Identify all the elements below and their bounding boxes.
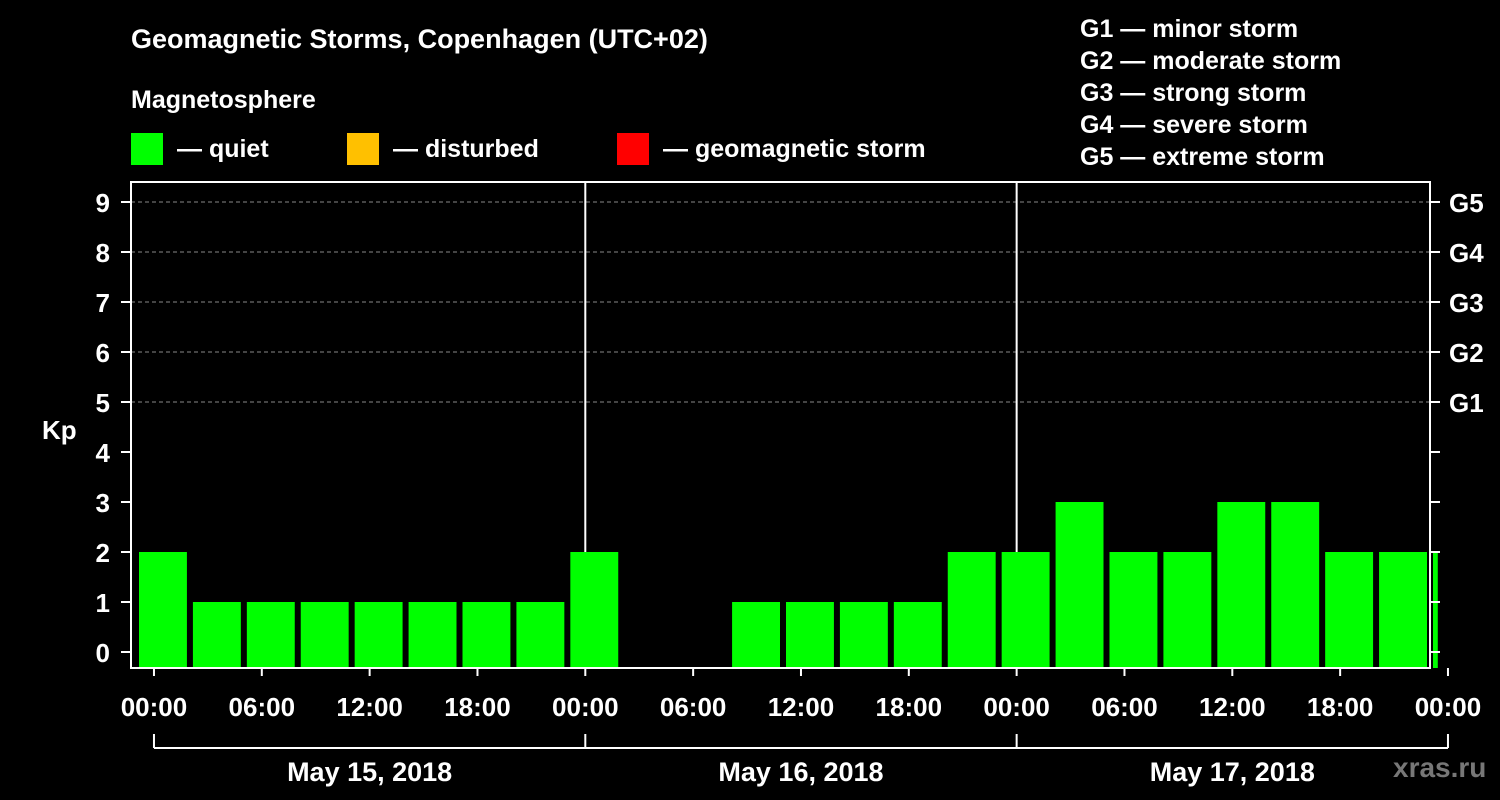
y-tick-label: 9 [96, 188, 110, 218]
x-tick-label: 06:00 [229, 692, 296, 722]
x-tick-label: 12:00 [768, 692, 835, 722]
x-tick-label: 12:00 [336, 692, 403, 722]
y-tick-label: 4 [96, 438, 111, 468]
y-axis-label: Kp [42, 415, 77, 445]
kp-bar [947, 552, 996, 668]
x-tick-label: 06:00 [1091, 692, 1158, 722]
bar-series [139, 502, 1438, 668]
right-axis-label-g4: G4 [1449, 238, 1484, 268]
legend-swatch-quiet [131, 133, 163, 165]
kp-bar [1055, 502, 1104, 668]
kp-bar [1163, 552, 1212, 668]
kp-bar [354, 602, 403, 668]
day-label: May 15, 2018 [287, 757, 452, 787]
storm-scale-g5: G5 — extreme storm [1080, 143, 1325, 171]
storm-scale-legend: G1 — minor storm G2 — moderate storm G3 … [1080, 13, 1341, 173]
y-tick-label: 6 [96, 338, 110, 368]
storm-scale-g1: G1 — minor storm [1080, 15, 1299, 43]
right-axis-label-g2: G2 [1449, 338, 1484, 368]
x-tick-label: 00:00 [983, 692, 1050, 722]
x-tick-label: 18:00 [444, 692, 511, 722]
right-axis-label-g5: G5 [1449, 188, 1484, 218]
kp-bar [839, 602, 888, 668]
x-tick-label: 06:00 [660, 692, 727, 722]
kp-bar [408, 602, 457, 668]
axes [130, 181, 1431, 669]
legend-label-quiet: — quiet [177, 135, 269, 163]
storm-scale-g3: G3 — strong storm [1080, 79, 1307, 107]
x-tick-label: 00:00 [1415, 692, 1482, 722]
y-tick-label: 5 [96, 388, 110, 418]
right-axis-label-g1: G1 [1449, 388, 1484, 418]
watermark: xras.ru [1393, 752, 1487, 783]
y-tick-label: 8 [96, 238, 110, 268]
kp-bar [516, 602, 565, 668]
storm-scale-g2: G2 — moderate storm [1080, 47, 1342, 75]
x-tick-label: 12:00 [1199, 692, 1266, 722]
kp-bar [1433, 552, 1438, 668]
y-tick-label: 3 [96, 488, 110, 518]
kp-bar [192, 602, 241, 668]
kp-bar [893, 602, 942, 668]
y-tick-label: 7 [96, 288, 110, 318]
kp-bar [1325, 552, 1374, 668]
right-axis-label-g3: G3 [1449, 288, 1484, 318]
kp-bar [1379, 552, 1427, 668]
kp-bar [1001, 552, 1050, 668]
y-tick-label: 2 [96, 538, 110, 568]
kp-bar [786, 602, 834, 668]
kp-bar [732, 602, 780, 668]
chart-subtitle: Magnetosphere [131, 86, 316, 114]
y-tick-label: 1 [96, 588, 110, 618]
kp-bar [462, 602, 511, 668]
y-tick-label: 0 [96, 638, 110, 668]
kp-bar [1217, 502, 1266, 668]
legend-label-storm: — geomagnetic storm [663, 135, 926, 163]
axis-ticks: G1 G2 G3 G4 G5 0 1 2 3 4 5 6 7 8 9 00:00 06:00 12:00 18:00… [96, 188, 1485, 787]
legend-label-disturbed: — disturbed [393, 135, 539, 163]
kp-bar [300, 602, 349, 668]
x-tick-label: 00:00 [552, 692, 619, 722]
day-label: May 17, 2018 [1150, 757, 1315, 787]
chart-title: Geomagnetic Storms, Copenhagen (UTC+02) [131, 24, 708, 54]
x-tick-label: 18:00 [1307, 692, 1374, 722]
kp-bar [1271, 502, 1320, 668]
legend-swatch-disturbed [347, 133, 379, 165]
kp-bar [139, 552, 187, 668]
kp-bar [570, 552, 619, 668]
x-tick-label: 00:00 [121, 692, 188, 722]
legend-swatch-storm [617, 133, 649, 165]
kp-bar [1109, 552, 1158, 668]
x-tick-label: 18:00 [876, 692, 943, 722]
storm-scale-g4: G4 — severe storm [1080, 111, 1308, 139]
kp-bar [246, 602, 295, 668]
day-label: May 16, 2018 [718, 757, 883, 787]
plot-frame [130, 181, 1431, 669]
